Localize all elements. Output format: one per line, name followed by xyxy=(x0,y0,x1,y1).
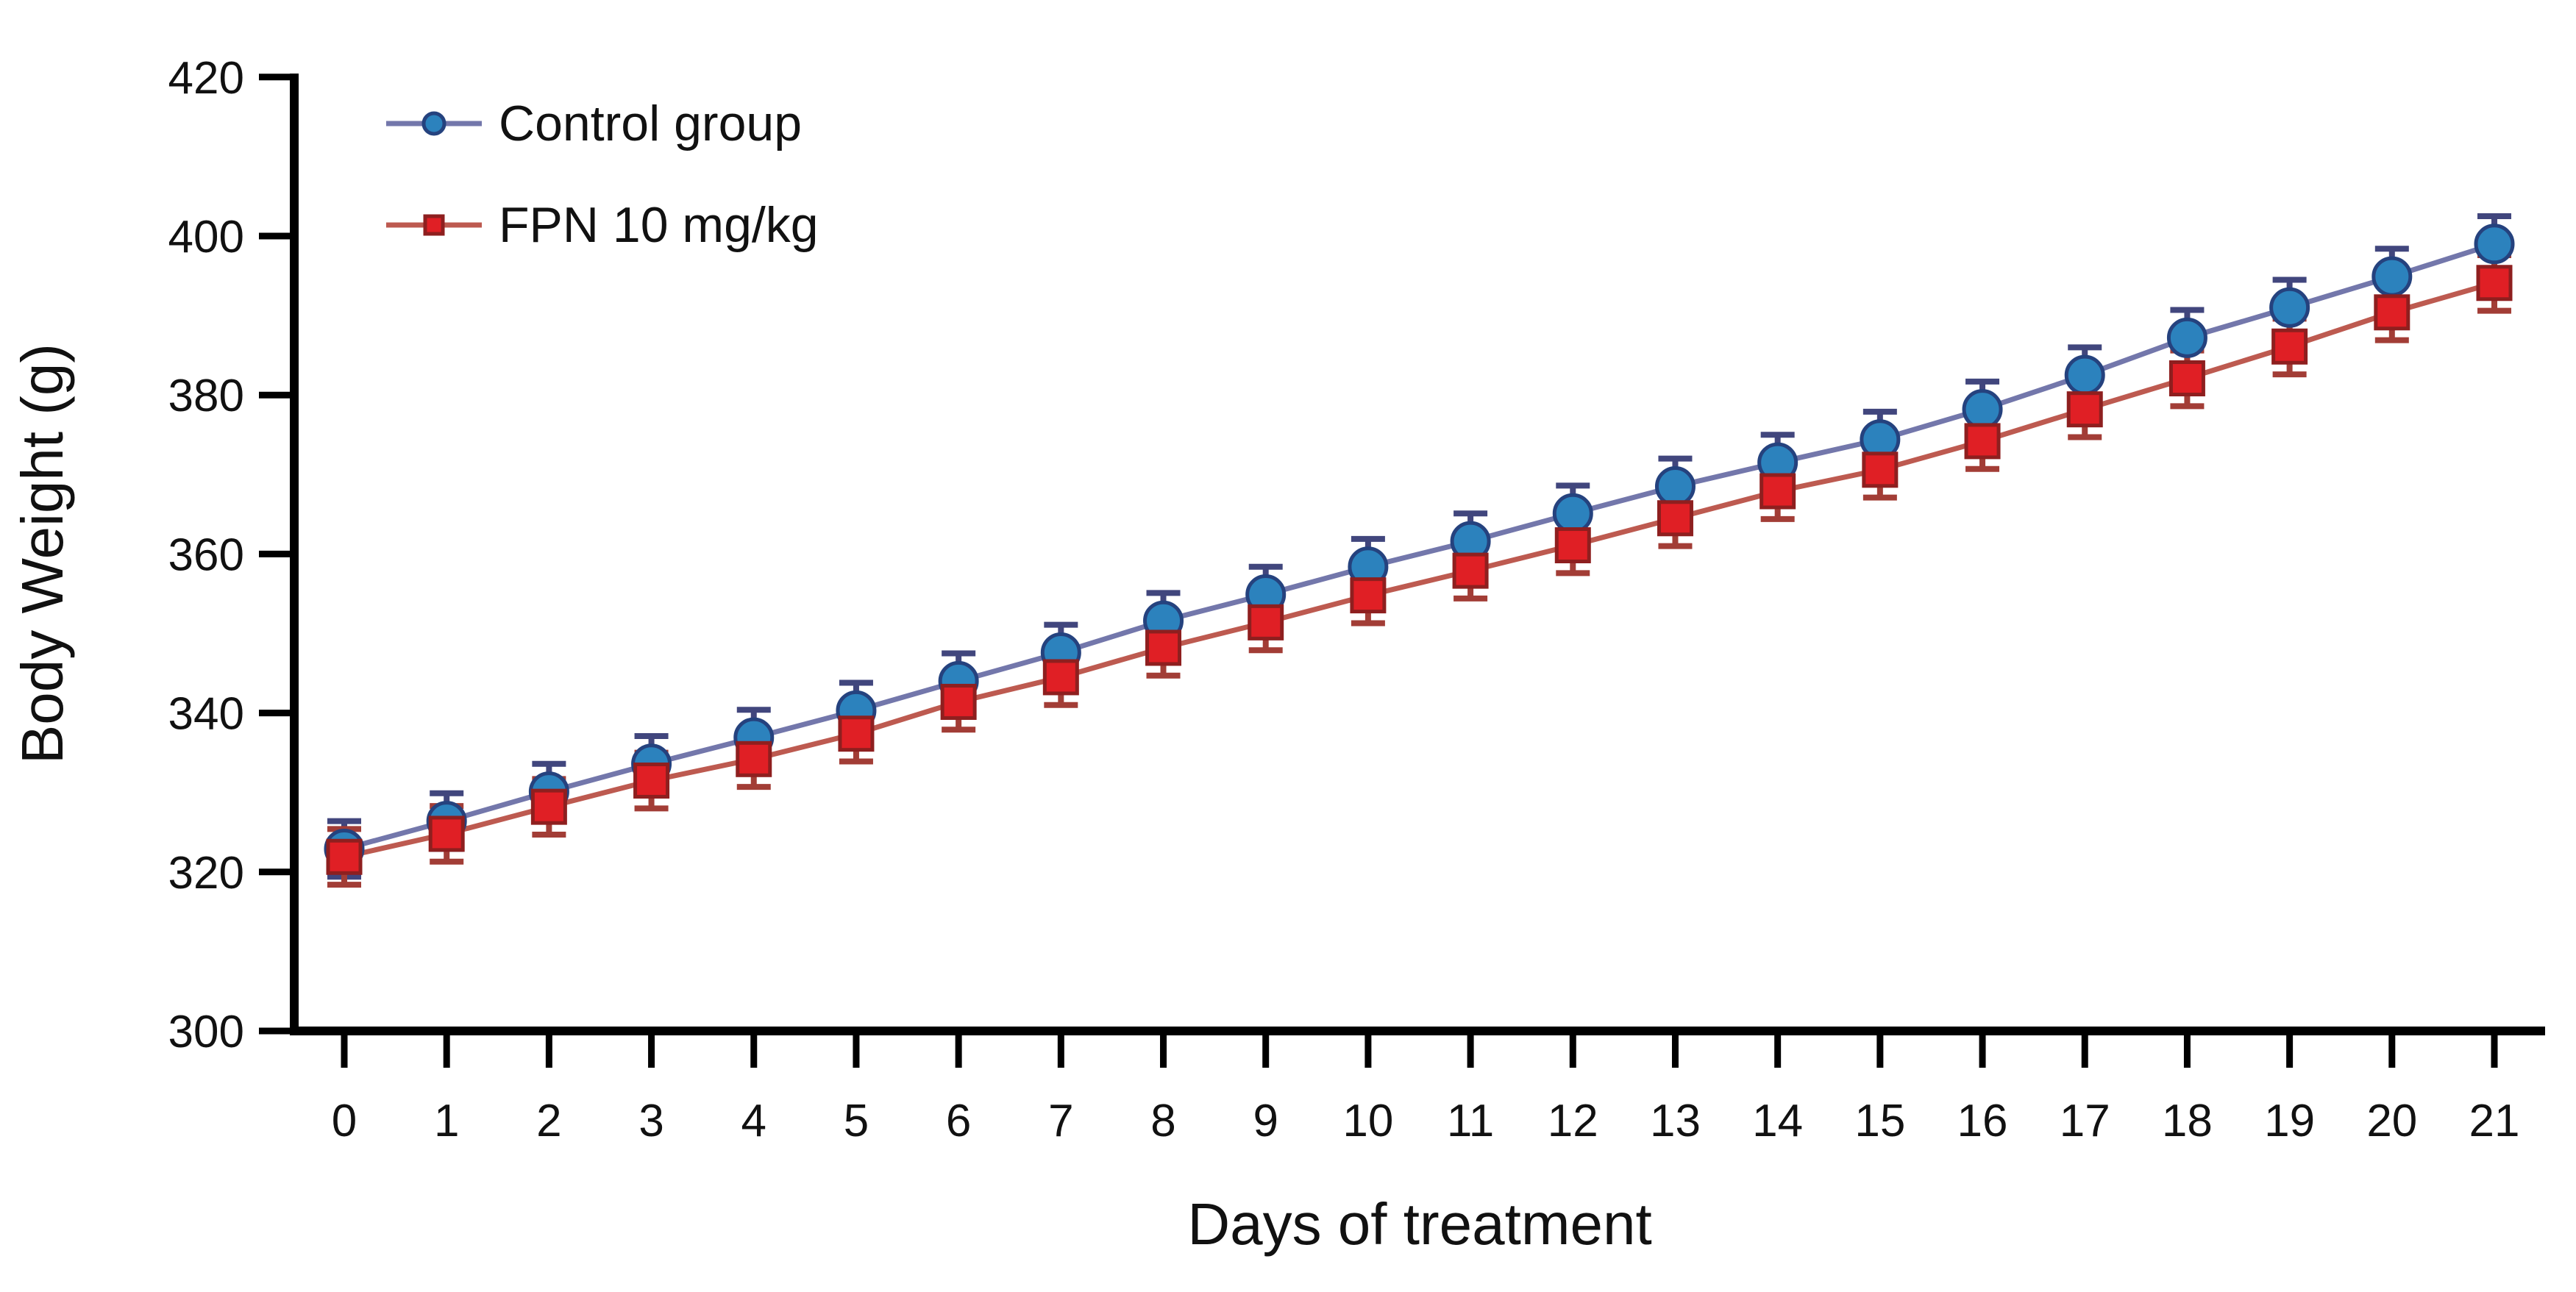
y-tick-label: 420 xyxy=(168,53,244,104)
x-tick-label: 18 xyxy=(2162,1096,2213,1146)
x-tick-label: 21 xyxy=(2469,1096,2520,1146)
x-tick-label: 6 xyxy=(946,1096,971,1146)
x-tick-label: 17 xyxy=(2060,1096,2110,1146)
x-axis-ticks: 0 1 2 3 4 5 6 7 8 9 10 11 12 13 14 15 16 17 18 19 20 21 xyxy=(332,1035,2520,1146)
data-point-marker xyxy=(2168,360,2205,396)
data-point-marker xyxy=(1862,452,1899,488)
legend-label-control: Control group xyxy=(499,96,802,151)
y-tick-label: 380 xyxy=(168,371,244,421)
x-tick-label: 0 xyxy=(332,1096,357,1146)
legend-label-fpn: FPN 10 mg/kg xyxy=(499,197,819,253)
y-tick-label: 400 xyxy=(168,212,244,263)
x-tick-label: 3 xyxy=(638,1096,663,1146)
x-tick-label: 10 xyxy=(1342,1096,1393,1146)
x-tick-label: 11 xyxy=(1447,1096,1494,1146)
data-point-marker xyxy=(736,740,772,777)
data-point-marker xyxy=(2474,224,2515,265)
axes xyxy=(290,74,2545,1035)
series-line xyxy=(344,280,2495,860)
y-tick-label: 340 xyxy=(168,689,244,740)
data-point-marker xyxy=(2066,391,2103,428)
x-tick-label: 15 xyxy=(1854,1096,1905,1146)
x-tick-label: 1 xyxy=(434,1096,459,1146)
data-point-marker xyxy=(2271,328,2308,365)
data-point-marker xyxy=(2374,294,2410,331)
legend-item-fpn: FPN 10 mg/kg xyxy=(386,197,819,253)
data-point-marker xyxy=(633,762,670,799)
x-tick-label: 19 xyxy=(2264,1096,2315,1146)
legend-item-control: Control group xyxy=(386,96,802,151)
data-point-marker xyxy=(1452,552,1489,589)
x-tick-label: 4 xyxy=(741,1096,766,1146)
x-axis-title: Days of treatment xyxy=(1187,1191,1651,1257)
x-tick-label: 16 xyxy=(1957,1096,2008,1146)
data-point-marker xyxy=(2064,354,2105,396)
data-point-marker xyxy=(1042,659,1079,696)
y-axis-title: Body Weight (g) xyxy=(10,343,75,764)
x-tick-label: 14 xyxy=(1752,1096,1803,1146)
legend-square-marker-icon xyxy=(423,214,445,236)
x-tick-label: 13 xyxy=(1650,1096,1701,1146)
y-tick-label: 300 xyxy=(168,1007,244,1057)
x-tick-label: 7 xyxy=(1048,1096,1073,1146)
data-point-marker xyxy=(2166,317,2207,358)
x-tick-label: 5 xyxy=(844,1096,869,1146)
legend: Control group FPN 10 mg/kg xyxy=(386,96,819,253)
data-point-marker xyxy=(2476,265,2513,301)
x-tick-label: 12 xyxy=(1548,1096,1598,1146)
x-tick-label: 8 xyxy=(1150,1096,1175,1146)
plot-series xyxy=(324,213,2515,888)
x-tick-label: 9 xyxy=(1253,1096,1278,1146)
series-line xyxy=(344,241,2496,852)
data-point-marker xyxy=(1654,466,1696,507)
legend-circle-marker-icon xyxy=(421,111,446,136)
data-point-marker xyxy=(1552,493,1593,534)
data-point-marker xyxy=(940,683,977,720)
data-point-marker xyxy=(1248,604,1284,640)
data-point-marker xyxy=(326,838,363,875)
data-point-marker xyxy=(2372,256,2413,297)
y-tick-label: 320 xyxy=(168,848,244,899)
data-point-marker xyxy=(1657,500,1693,537)
data-point-marker xyxy=(838,715,875,752)
y-tick-label: 360 xyxy=(168,529,244,580)
data-point-marker xyxy=(1145,629,1182,666)
y-axis-ticks: 300 320 340 360 380 400 420 xyxy=(168,53,290,1057)
x-tick-label: 2 xyxy=(536,1096,561,1146)
data-point-marker xyxy=(1964,423,2001,460)
data-point-marker xyxy=(428,815,465,852)
data-point-marker xyxy=(1760,473,1796,510)
data-point-marker xyxy=(1554,527,1591,564)
data-point-marker xyxy=(1350,577,1387,614)
data-point-marker xyxy=(2269,287,2310,328)
data-point-marker xyxy=(1962,389,2003,430)
x-tick-label: 20 xyxy=(2366,1096,2417,1146)
data-point-marker xyxy=(530,788,567,825)
